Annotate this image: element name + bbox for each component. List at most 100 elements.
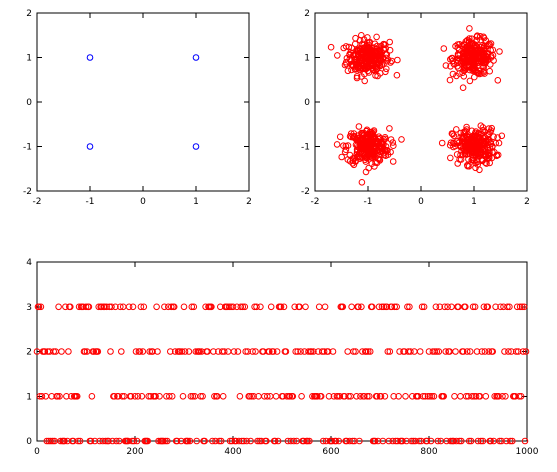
sequence-point — [463, 348, 471, 355]
received-point — [449, 130, 456, 138]
sequence-point — [161, 303, 168, 311]
sequence-point — [328, 437, 336, 445]
sequence-point — [407, 348, 414, 355]
sequence-point — [178, 348, 186, 355]
received-point — [338, 153, 346, 161]
sequence-point — [103, 303, 110, 311]
received-point — [358, 73, 365, 80]
received-point — [355, 53, 363, 61]
sequence-point — [371, 437, 379, 445]
received-point — [362, 46, 370, 54]
sequence-point — [467, 437, 475, 445]
received-point — [447, 154, 454, 162]
received-point — [484, 50, 492, 57]
sequence-point — [155, 437, 162, 445]
received-point — [456, 156, 463, 163]
sequence-point — [193, 437, 200, 445]
sequence-point — [477, 437, 485, 445]
sequence-point — [324, 348, 332, 355]
sequence-point — [225, 303, 233, 311]
sequence-point — [501, 348, 508, 355]
received-symbols-plot: -2 -1 0 1 2 -2 -1 0 1 2 — [301, 9, 530, 207]
received-point — [496, 48, 503, 55]
sequence-point — [139, 348, 147, 355]
sequence-point — [127, 393, 135, 400]
sequence-point — [352, 348, 359, 355]
received-point — [449, 70, 457, 78]
sequence-point — [375, 303, 383, 311]
received-point — [466, 25, 473, 32]
sequence-point — [173, 437, 181, 445]
received-point — [463, 52, 470, 60]
sequence-point — [131, 393, 139, 400]
sequence-point — [411, 348, 418, 355]
sequence-point — [294, 348, 302, 355]
sequence-point — [395, 393, 402, 400]
received-point — [466, 137, 474, 145]
received-point — [474, 59, 482, 67]
sequence-point — [380, 303, 388, 311]
sequence-point — [460, 348, 467, 355]
sequence-point — [453, 437, 460, 445]
received-point — [383, 57, 391, 65]
sequence-point — [277, 303, 285, 311]
received-point — [493, 152, 501, 160]
received-point — [446, 76, 454, 84]
received-point — [368, 153, 376, 160]
sequence-point — [374, 437, 382, 445]
constellation-point — [192, 143, 200, 150]
sequence-point — [133, 437, 141, 445]
sequence-point — [190, 303, 198, 311]
sequence-point — [65, 348, 72, 355]
sequence-point — [423, 437, 431, 445]
sequence-point — [485, 348, 493, 355]
sequence-point — [509, 437, 516, 445]
received-point — [472, 41, 479, 49]
received-point — [334, 52, 341, 59]
received-point — [454, 160, 462, 167]
sequence-point — [241, 303, 249, 311]
sequence-point — [117, 303, 124, 311]
sequence-point — [351, 437, 358, 445]
received-xtick-label: -2 — [311, 197, 320, 207]
sequence-point — [495, 393, 502, 400]
received-point — [453, 72, 460, 80]
sequence-point — [389, 437, 397, 445]
sequence-point — [433, 348, 441, 355]
sequence-point — [274, 437, 282, 445]
received-plot-frame — [314, 12, 528, 192]
sequence-point — [98, 303, 105, 311]
sequence-point — [236, 393, 244, 400]
sequence-point — [253, 303, 260, 311]
received-point — [389, 158, 397, 165]
sequence-point — [484, 303, 492, 311]
sequence-ytick-label: 2 — [26, 348, 32, 358]
sequence-point — [160, 437, 167, 445]
constellation-ytick-label: -1 — [23, 143, 32, 153]
sequence-point — [335, 437, 343, 445]
sequence-point — [244, 348, 251, 355]
received-point — [357, 143, 365, 151]
received-point — [475, 69, 482, 77]
constellation-xtick-label: -1 — [86, 197, 95, 207]
sequence-point — [75, 303, 83, 311]
sequence-point — [272, 393, 280, 400]
received-point — [466, 47, 474, 55]
received-point — [453, 151, 461, 158]
received-point — [376, 48, 383, 55]
sequence-point — [480, 303, 488, 311]
sequence-point — [57, 437, 64, 445]
sequence-point — [466, 348, 474, 355]
sequence-point — [442, 348, 450, 355]
sequence-point — [350, 348, 357, 355]
sequence-point — [420, 303, 428, 311]
received-point — [349, 61, 357, 69]
received-point — [487, 140, 495, 148]
sequence-point — [469, 303, 477, 311]
sequence-point — [201, 437, 208, 445]
sequence-point — [357, 393, 364, 400]
received-point — [376, 148, 384, 155]
received-point — [450, 132, 458, 139]
sequence-point — [465, 437, 473, 445]
